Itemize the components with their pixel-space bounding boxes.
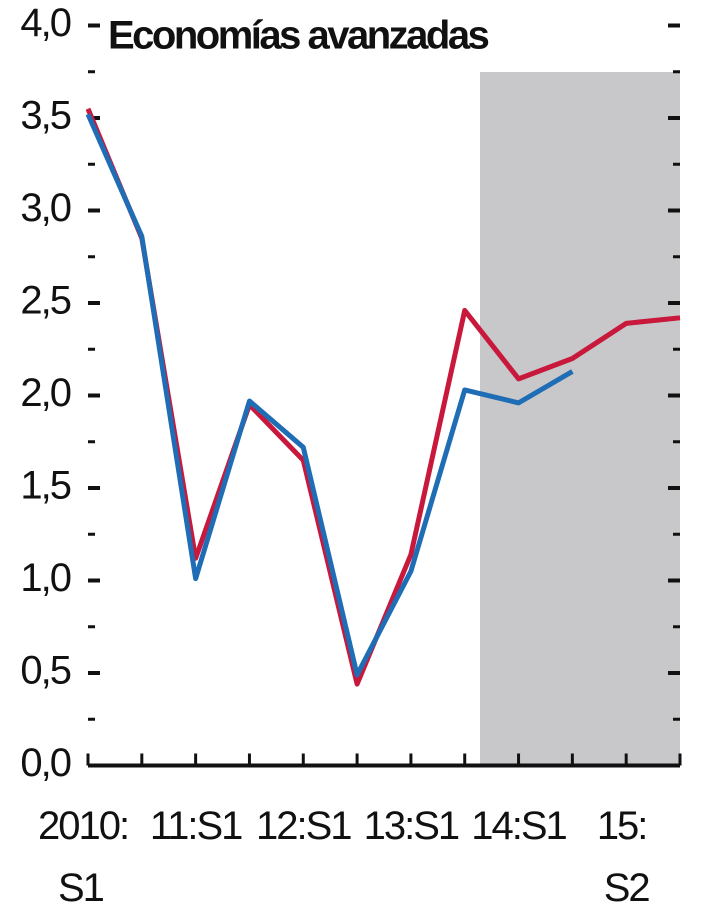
forecast-shading xyxy=(480,72,680,766)
x-tick-label: 11:S1 xyxy=(150,804,242,848)
y-tick-label: 3,0 xyxy=(20,186,70,230)
x-tick-label: 14:S1 xyxy=(471,804,566,848)
y-tick-label: 1,0 xyxy=(20,556,70,600)
x-tick-label: 15: S2 xyxy=(597,804,656,910)
y-tick-label: 0,0 xyxy=(20,741,70,785)
y-tick-label: 1,5 xyxy=(20,464,70,508)
series-line xyxy=(85,113,574,678)
chart-title: Economías avanzadas xyxy=(108,14,489,58)
y-tick-label: 2,5 xyxy=(20,279,70,323)
x-tick-label: 13:S1 xyxy=(364,804,459,848)
y-tick-label: 3,5 xyxy=(20,94,70,138)
y-tick-label: 4,0 xyxy=(20,1,70,45)
x-tick-label: 12:S1 xyxy=(256,804,351,848)
x-tick-label: 2010: S1 xyxy=(38,804,137,910)
y-tick-label: 2,0 xyxy=(20,371,70,415)
y-tick-label: 0,5 xyxy=(20,649,70,693)
